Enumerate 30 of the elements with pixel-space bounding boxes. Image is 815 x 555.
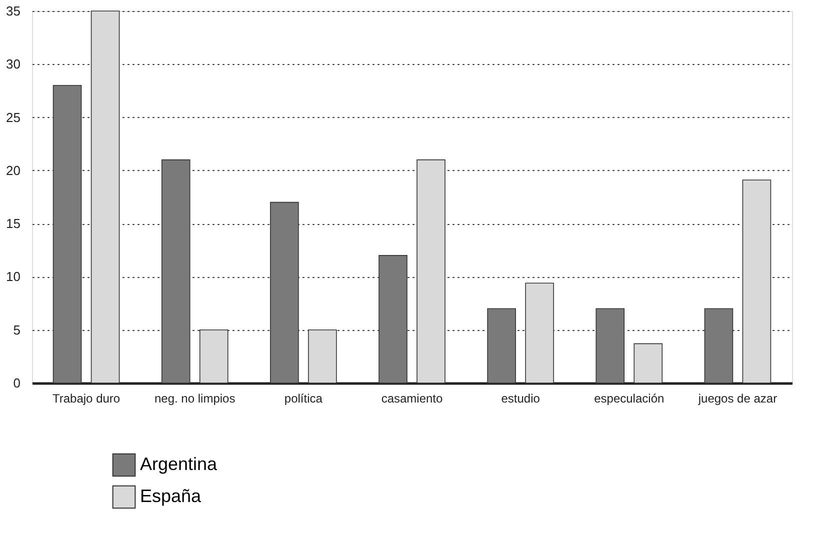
y-tick-label: 25 <box>6 110 20 125</box>
x-tick-label: Trabajo duro <box>52 392 120 406</box>
bar <box>161 159 190 384</box>
bar <box>487 308 516 384</box>
bar <box>596 308 625 384</box>
bar <box>704 308 734 384</box>
bar <box>378 255 408 384</box>
legend-label: España <box>140 486 202 506</box>
x-tick-label: política <box>284 392 323 406</box>
bar <box>308 329 337 384</box>
x-tick-label: especulación <box>594 392 664 406</box>
bar <box>634 343 663 384</box>
bar <box>525 282 554 384</box>
bar <box>199 329 228 384</box>
x-tick-label: neg. no limpios <box>154 392 236 406</box>
y-tick-label: 10 <box>6 269 20 284</box>
bar <box>52 85 82 384</box>
x-tick-label: casamiento <box>381 392 444 406</box>
y-tick-label: 35 <box>6 4 20 18</box>
x-tick-label: juegos de azar <box>697 392 778 406</box>
y-tick-label: 0 <box>13 376 20 390</box>
y-tick-label: 5 <box>13 322 20 338</box>
x-tick-label: estudio <box>501 392 540 406</box>
bar <box>416 159 446 384</box>
y-tick-label: 15 <box>6 216 20 232</box>
y-tick-label: 30 <box>6 56 20 72</box>
bar <box>270 202 299 384</box>
y-tick-label: 20 <box>6 162 20 178</box>
legend-label: Argentina <box>140 454 218 474</box>
bar <box>742 180 772 384</box>
